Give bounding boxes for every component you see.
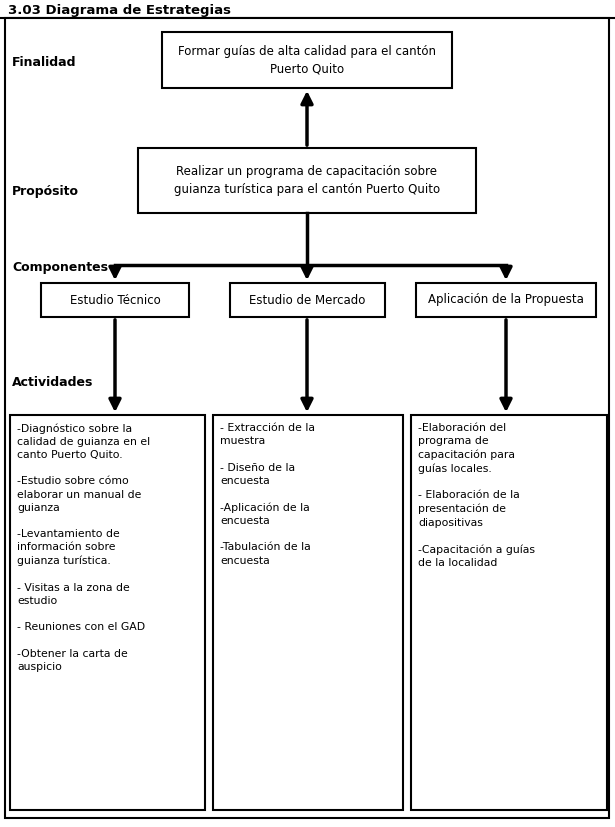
Bar <box>229 283 384 317</box>
Bar <box>138 148 476 213</box>
Text: -Elaboración del
programa de
capacitación para
guías locales.

- Elaboración de : -Elaboración del programa de capacitació… <box>418 423 535 568</box>
Text: Propósito: Propósito <box>12 185 79 198</box>
Bar <box>162 32 452 88</box>
Bar <box>213 415 403 810</box>
Bar <box>41 283 189 317</box>
Text: Finalidad: Finalidad <box>12 55 76 69</box>
Text: Aplicación de la Propuesta: Aplicación de la Propuesta <box>428 294 584 307</box>
Text: Actividades: Actividades <box>12 375 93 389</box>
Bar <box>416 283 596 317</box>
Text: Realizar un programa de capacitación sobre
guianza turística para el cantón Puer: Realizar un programa de capacitación sob… <box>174 165 440 196</box>
Bar <box>10 415 205 810</box>
Text: - Extracción de la
muestra

- Diseño de la
encuesta

-Aplicación de la
encuesta
: - Extracción de la muestra - Diseño de l… <box>220 423 315 566</box>
Text: Componentes: Componentes <box>12 261 108 275</box>
Text: Formar guías de alta calidad para el cantón
Puerto Quito: Formar guías de alta calidad para el can… <box>178 45 436 75</box>
Text: Estudio Técnico: Estudio Técnico <box>69 294 161 307</box>
Text: Estudio de Mercado: Estudio de Mercado <box>249 294 365 307</box>
Bar <box>411 415 607 810</box>
Text: -Diagnóstico sobre la
calidad de guianza en el
canto Puerto Quito.

-Estudio sob: -Diagnóstico sobre la calidad de guianza… <box>17 423 150 672</box>
Text: 3.03 Diagrama de Estrategias: 3.03 Diagrama de Estrategias <box>8 4 231 17</box>
